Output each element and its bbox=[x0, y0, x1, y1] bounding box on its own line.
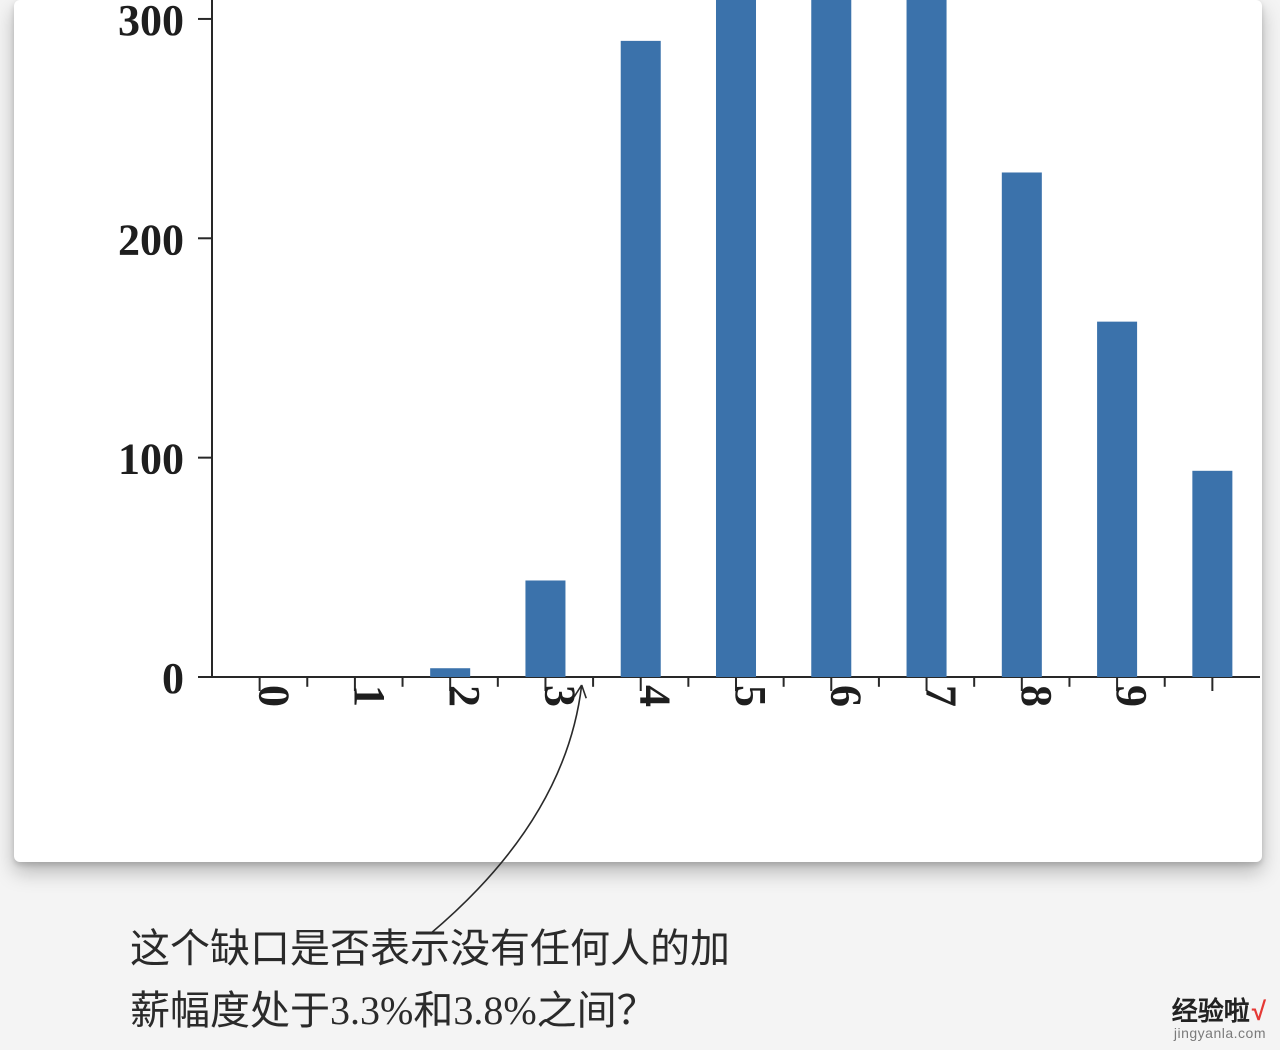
bar-chart: 0 100 200 300 0 1 2 3 4 5 6 7 8 9 bbox=[14, 0, 1262, 862]
x-tick-label: 2 bbox=[440, 685, 489, 707]
watermark: 经验啦√ jingyanla.com bbox=[1172, 998, 1266, 1040]
bar bbox=[621, 41, 661, 677]
x-tick-label: 7 bbox=[917, 685, 966, 707]
y-tick-label: 100 bbox=[118, 435, 184, 484]
annotation-text-line: 薪幅度处于3.3%和3.8%之间？ bbox=[130, 988, 657, 1033]
y-tick-label: 0 bbox=[162, 654, 184, 703]
bar bbox=[430, 668, 470, 677]
bar bbox=[811, 0, 851, 677]
x-tick-label: 8 bbox=[1012, 685, 1061, 707]
annotation-text-line: 这个缺口是否表示没有任何人的加 bbox=[130, 926, 730, 971]
bar bbox=[1097, 322, 1137, 677]
bar bbox=[716, 0, 756, 677]
x-tick-label: 1 bbox=[345, 685, 394, 707]
x-tick-label: 5 bbox=[726, 685, 775, 707]
watermark-url: jingyanla.com bbox=[1172, 1026, 1266, 1040]
y-tick-label: 200 bbox=[118, 215, 184, 264]
bar bbox=[907, 0, 947, 677]
bar bbox=[1192, 471, 1232, 677]
x-tick-label: 6 bbox=[821, 685, 870, 707]
bar bbox=[525, 580, 565, 677]
watermark-check-icon: √ bbox=[1252, 996, 1266, 1026]
bar bbox=[1002, 172, 1042, 677]
x-tick-label: 9 bbox=[1107, 685, 1156, 707]
x-tick-label: 3 bbox=[535, 685, 584, 707]
x-tick-label: 4 bbox=[631, 685, 680, 707]
watermark-text: 经验啦 bbox=[1172, 996, 1250, 1026]
y-tick-label: 300 bbox=[118, 0, 184, 45]
x-tick-label: 0 bbox=[250, 685, 299, 707]
chart-card: 0 100 200 300 0 1 2 3 4 5 6 7 8 9 bbox=[14, 0, 1262, 862]
